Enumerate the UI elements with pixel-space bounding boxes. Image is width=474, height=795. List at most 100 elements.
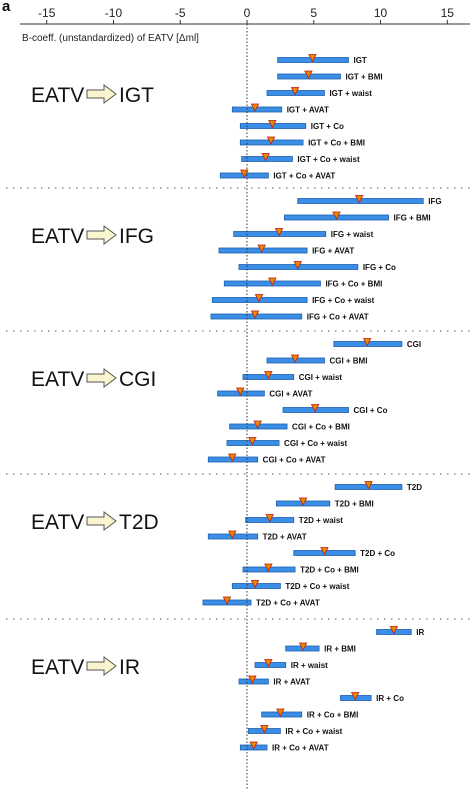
forest-row: IR + waist [254,659,328,670]
group-arrow-icon [86,656,117,676]
row-label: CGI + BMI [329,357,367,366]
row-label: CGI + AVAT [269,390,312,399]
forest-row: IGT + Co + waist [241,153,360,164]
row-label: IGT + Co + AVAT [273,172,335,181]
forest-row: T2D + Co + waist [231,580,350,591]
forest-row: IR + AVAT [238,675,310,687]
row-label: T2D + Co + waist [285,582,349,591]
forest-row: IR + Co + waist [247,725,343,736]
forest-row: IGT + Co + BMI [239,136,365,148]
estimate-marker [268,120,277,129]
forest-row: T2D + Co + AVAT [202,596,320,608]
forest-row: IR [376,626,424,637]
estimate-marker [260,725,269,734]
forest-row: CGI + BMI [266,354,367,366]
estimate-marker [354,195,364,204]
forest-row: IFG + BMI [283,211,431,223]
estimate-marker [228,530,237,539]
forest-row: CGI + Co [282,404,388,415]
row-label: T2D + waist [299,516,344,525]
forest-row: CGI + Co + waist [226,437,348,448]
estimate-marker [228,453,237,462]
group-outcome-label: IGT [119,84,154,107]
forest-row: IR + Co + AVAT [239,741,329,753]
estimate-marker [248,437,257,446]
estimate-marker [290,354,300,363]
group-exposure-label: EATV [31,84,84,107]
forest-row: T2D + waist [245,514,344,525]
row-label: IFG + waist [331,230,374,239]
forest-row: CGI [333,338,421,349]
forest-row: IFG + AVAT [218,244,354,256]
row-label: CGI + Co + AVAT [263,456,326,465]
row-label: IFG + Co + AVAT [307,313,369,322]
forest-row: IFG + waist [233,228,374,239]
estimate-marker [222,596,232,605]
row-label: CGI + Co + waist [284,439,347,448]
x-tick-label: -10 [105,6,123,20]
estimate-marker [264,659,273,668]
row-label: IGT + Co + BMI [308,139,365,148]
row-label: CGI [407,340,421,349]
estimate-marker [298,642,308,651]
row-label: IFG + Co [363,263,396,272]
row-label: IR + Co + BMI [307,711,359,720]
estimate-marker [236,387,245,396]
estimate-marker [320,547,329,556]
estimate-marker [298,497,308,506]
group-titles: EATV IGT EATV IFG EATV CGI EATV T2D EATV IR [31,84,159,679]
forest-row: CGI + AVAT [217,387,313,399]
estimate-marker [265,514,274,523]
row-label: IGT + Co + waist [297,155,360,164]
row-label: T2D + Co + AVAT [256,599,320,608]
row-label: CGI + waist [299,373,343,382]
estimate-marker [290,87,300,96]
group-arrow-icon [86,511,117,531]
row-label: IGT + waist [329,89,372,98]
x-tick-label: 0 [244,6,251,20]
group-exposure-label: EATV [31,656,84,679]
row-label: T2D + Co + BMI [300,566,359,575]
estimate-marker [264,371,273,380]
forest-row: CGI + Co + AVAT [207,453,326,465]
estimate-marker [257,244,266,253]
estimate-marker [249,741,258,750]
forest-row: IGT + AVAT [231,103,329,115]
group-arrow-icon [86,368,117,388]
estimate-marker [274,228,284,237]
estimate-marker [362,338,372,347]
forest-row: IFG + Co + BMI [223,277,382,289]
row-label: IFG + BMI [394,214,431,223]
row-label: T2D + AVAT [263,533,307,542]
forest-row: T2D + Co [293,547,395,558]
group-separators [6,187,470,620]
group-outcome-label: T2D [119,511,159,534]
panel-label: a [2,0,11,15]
row-label: T2D + BMI [335,500,374,509]
forest-row: IFG + Co + waist [211,294,375,305]
forest-row: IGT + waist [266,87,372,98]
row-label: T2D + Co [360,549,395,558]
estimate-marker [364,481,373,490]
estimate-marker [276,708,285,717]
forest-row: IGT + Co + AVAT [219,169,335,181]
row-label: IGT [353,56,366,65]
estimate-marker [350,692,360,701]
row-label: IGT + Co [311,122,344,131]
forest-row: CGI + Co + BMI [229,420,350,432]
forest-row: IR + Co + BMI [261,708,359,720]
forest-row: IFG [297,195,442,206]
forest-row: T2D + BMI [275,497,374,509]
estimate-marker [250,310,260,319]
row-label: IR + Co + AVAT [272,744,329,753]
forest-row: T2D + Co + BMI [242,563,359,575]
estimate-marker [293,261,302,270]
row-label: IR + AVAT [273,678,310,687]
group-arrow-icon [86,225,117,245]
x-tick-label: 10 [374,6,388,20]
row-label: IFG + Co + BMI [325,280,382,289]
estimate-marker [250,580,260,589]
estimate-marker [261,153,270,162]
row-label: IR + Co [376,694,404,703]
x-axis-title: B-coeff. (unstandardized) of EATV [Δml] [22,33,199,44]
